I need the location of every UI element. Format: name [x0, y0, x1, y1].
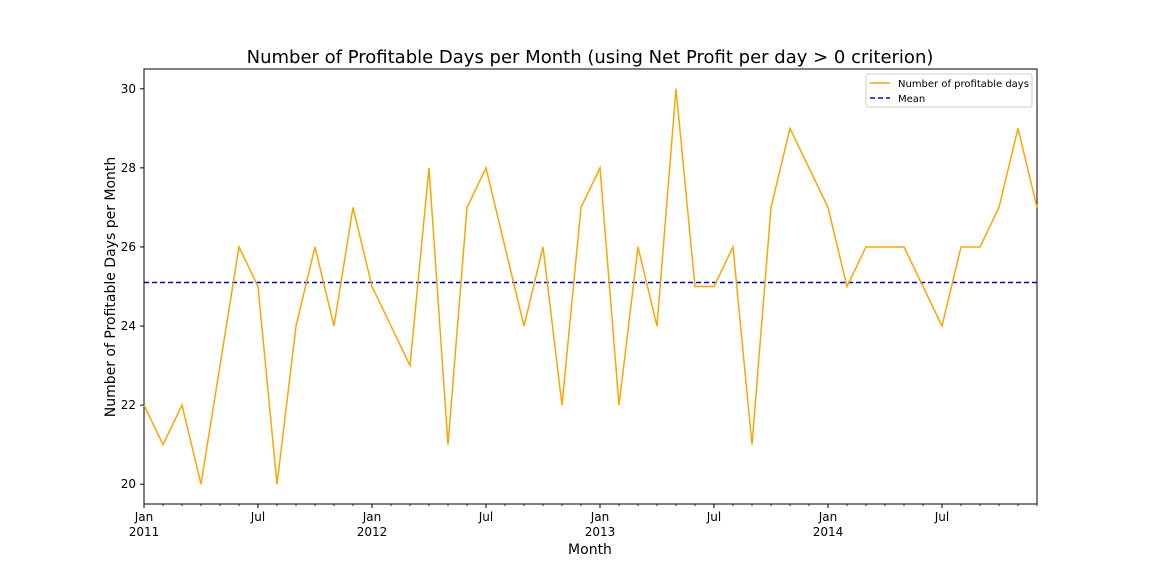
data-point — [903, 246, 905, 248]
data-point — [732, 246, 734, 248]
data-point — [143, 404, 145, 406]
data-point — [618, 404, 620, 406]
data-point — [713, 285, 715, 287]
data-point — [656, 325, 658, 327]
data-point — [561, 404, 563, 406]
data-point — [770, 206, 772, 208]
legend-box — [865, 73, 1033, 108]
data-point — [523, 325, 525, 327]
data-point — [599, 167, 601, 169]
data-point — [827, 206, 829, 208]
data-point — [504, 246, 506, 248]
data-point — [580, 206, 582, 208]
data-point — [314, 246, 316, 248]
data-point — [808, 167, 810, 169]
data-point — [447, 443, 449, 445]
data-point — [162, 443, 164, 445]
y-tick-label: 24 — [121, 319, 136, 333]
x-axis-label: Month — [568, 542, 612, 558]
data-point — [637, 246, 639, 248]
data-point — [238, 246, 240, 248]
x-tick-label: Jul — [478, 510, 493, 524]
data-point — [922, 285, 924, 287]
x-tick-label: Jul — [934, 510, 949, 524]
data-point — [694, 285, 696, 287]
data-point — [257, 285, 259, 287]
data-point — [409, 364, 411, 366]
x-tick-label: Jan — [818, 510, 838, 524]
y-tick-label: 26 — [121, 240, 136, 254]
data-point — [352, 206, 354, 208]
data-point — [884, 246, 886, 248]
data-point — [200, 483, 202, 485]
x-tick-year-label: 2012 — [357, 525, 388, 539]
y-tick-label: 28 — [121, 161, 136, 175]
data-point — [333, 325, 335, 327]
data-point — [219, 364, 221, 366]
data-point — [276, 483, 278, 485]
x-tick-year-label: 2013 — [585, 525, 616, 539]
data-point — [542, 246, 544, 248]
y-tick-label: 20 — [121, 477, 136, 491]
profitable-days-line — [143, 88, 1038, 485]
legend-label-profitable-days: Number of profitable days — [898, 79, 1029, 90]
x-tick-year-label: 2014 — [813, 525, 844, 539]
data-point — [1036, 206, 1038, 208]
data-point — [979, 246, 981, 248]
data-point — [846, 285, 848, 287]
x-tick-label: Jul — [706, 510, 721, 524]
x-tick-year-label: 2011 — [129, 525, 160, 539]
data-point — [941, 325, 943, 327]
data-point — [181, 404, 183, 406]
chart-title: Number of Profitable Days per Month (usi… — [247, 47, 934, 68]
x-tick-label: Jan — [362, 510, 382, 524]
data-point — [371, 285, 373, 287]
data-point — [1017, 127, 1019, 129]
data-point — [675, 88, 677, 90]
y-tick-label: 22 — [121, 398, 136, 412]
x-tick-label: Jul — [250, 510, 265, 524]
plot-frame — [143, 68, 1038, 505]
data-point — [751, 443, 753, 445]
data-point — [789, 127, 791, 129]
x-tick-label: Jan — [134, 510, 154, 524]
data-point — [865, 246, 867, 248]
y-tick-label: 30 — [121, 82, 136, 96]
data-point — [998, 206, 1000, 208]
legend: Number of profitable days Mean — [865, 73, 1033, 108]
data-point — [485, 167, 487, 169]
data-point — [428, 167, 430, 169]
legend-label-mean: Mean — [898, 94, 925, 105]
data-point — [960, 246, 962, 248]
y-axis-label: Number of Profitable Days per Month — [103, 157, 119, 418]
data-point — [295, 325, 297, 327]
x-tick-label: Jan — [590, 510, 610, 524]
data-point — [390, 325, 392, 327]
data-point — [466, 206, 468, 208]
